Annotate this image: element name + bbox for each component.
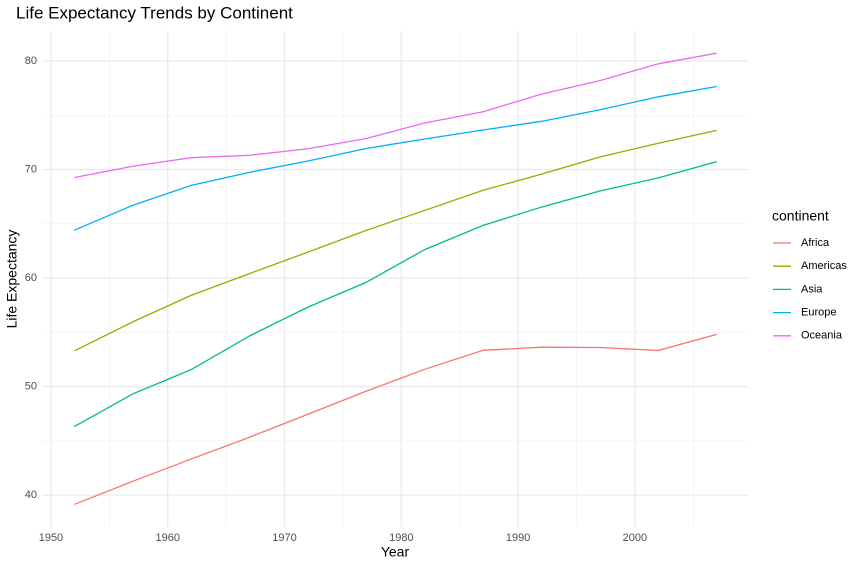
x-tick-label: 1960 [156, 532, 180, 544]
legend-label: Europe [801, 307, 836, 319]
line-series [74, 129, 717, 352]
y-tick-label: 80 [25, 55, 37, 67]
legend-label: Asia [801, 283, 823, 295]
y-tick-label: 50 [25, 380, 37, 392]
legend-label: Americas [801, 260, 847, 272]
line-series [74, 52, 717, 179]
y-tick-label: 60 [25, 272, 37, 284]
line-series [74, 85, 717, 231]
x-tick-label: 1970 [272, 532, 296, 544]
chart-title: Life Expectancy Trends by Continent [16, 3, 293, 22]
x-tick-label: 1950 [39, 532, 63, 544]
line-series [74, 333, 717, 506]
legend-title: continent [772, 208, 829, 224]
x-tick-label: 1990 [506, 532, 530, 544]
x-tick-label: 1980 [389, 532, 413, 544]
legend-label: Africa [801, 237, 830, 249]
y-axis-title: Life Expectancy [4, 230, 20, 329]
x-axis-title: Year [381, 544, 410, 560]
legend-label: Oceania [801, 330, 843, 342]
y-tick-label: 70 [25, 163, 37, 175]
x-tick-label: 2000 [623, 532, 647, 544]
line-series [74, 160, 717, 428]
y-tick-label: 40 [25, 489, 37, 501]
